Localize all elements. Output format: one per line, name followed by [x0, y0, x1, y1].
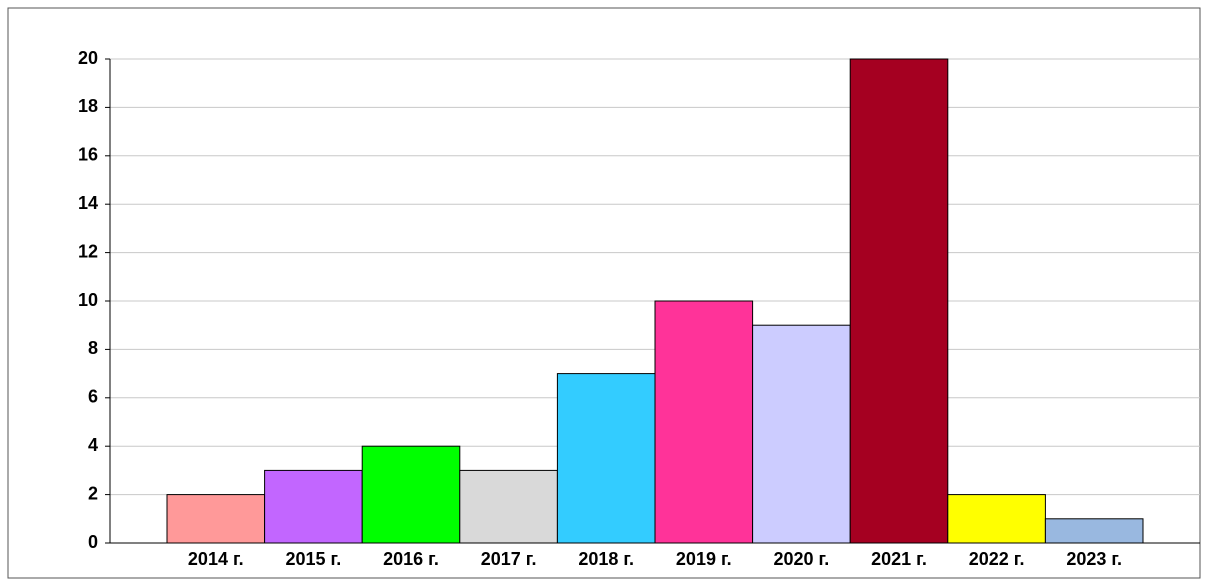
- y-tick-label: 16: [78, 145, 98, 165]
- bar: [752, 324, 851, 544]
- bar: [947, 494, 1046, 544]
- x-tick-label: 2019 г.: [676, 549, 732, 569]
- y-tick-label: 0: [88, 532, 98, 552]
- bar: [361, 445, 461, 544]
- x-tick-label: 2020 г.: [774, 549, 830, 569]
- y-tick-label: 2: [88, 483, 98, 503]
- y-tick-label: 18: [78, 96, 98, 116]
- x-tick-label: 2018 г.: [578, 549, 634, 569]
- y-tick-label: 12: [78, 241, 98, 261]
- x-tick-label: 2014 г.: [188, 549, 244, 569]
- x-tick-label: 2015 г.: [286, 549, 342, 569]
- x-tick-label: 2017 г.: [481, 549, 537, 569]
- y-tick-label: 10: [78, 290, 98, 310]
- x-tick-label: 2022 г.: [969, 549, 1025, 569]
- y-tick-label: 6: [88, 387, 98, 407]
- bar: [1044, 518, 1144, 544]
- bar: [849, 58, 949, 544]
- bar: [459, 469, 558, 544]
- y-tick-label: 14: [78, 193, 98, 213]
- bar: [264, 469, 363, 544]
- y-tick-label: 4: [88, 435, 98, 455]
- x-tick-label: 2021 г.: [871, 549, 927, 569]
- bar: [556, 373, 656, 544]
- x-tick-label: 2016 г.: [383, 549, 439, 569]
- x-tick-label: 2023 г.: [1066, 549, 1122, 569]
- y-tick-label: 8: [88, 338, 98, 358]
- bar: [166, 494, 266, 544]
- y-tick-label: 20: [78, 48, 98, 68]
- bar: [654, 300, 754, 544]
